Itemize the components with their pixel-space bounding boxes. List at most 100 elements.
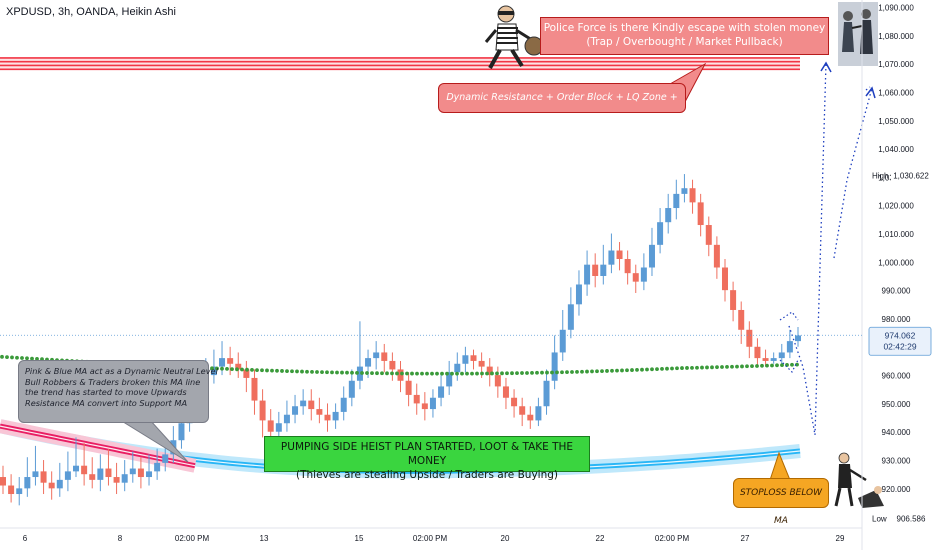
low-value: 906.586 <box>897 515 926 524</box>
green-ma-dot <box>610 368 614 373</box>
green-ma-dot <box>690 365 694 370</box>
green-ma-dot <box>285 369 289 374</box>
candle-body <box>600 264 607 276</box>
green-ma-dot <box>755 364 759 368</box>
green-ma-dot <box>425 371 429 376</box>
candle-body <box>283 414 290 424</box>
green-ma-dot <box>495 371 499 376</box>
green-ma-dot <box>575 369 579 374</box>
green-ma-dot <box>670 366 674 371</box>
x-tick-label: 22 <box>596 534 605 543</box>
green-ma-dot <box>435 371 439 376</box>
green-ma-dot <box>765 363 769 368</box>
green-ma-dot <box>620 368 624 373</box>
green-ma-dot <box>405 371 409 376</box>
y-tick-label: 1,000.000 <box>878 258 914 267</box>
candle-body <box>324 414 331 421</box>
x-tick-label: 6 <box>23 534 28 543</box>
green-ma-dot <box>510 371 514 376</box>
candle-body <box>624 259 631 274</box>
green-ma-dot <box>750 364 754 369</box>
candle-body <box>762 358 769 361</box>
candle-body <box>105 468 112 478</box>
green-ma-dot <box>25 356 29 361</box>
candle-body <box>16 488 23 495</box>
candle-body <box>397 369 404 381</box>
green-ma-dot <box>605 369 609 373</box>
green-ma-dot <box>245 367 249 372</box>
candle-body <box>713 244 720 268</box>
green-ma-dot <box>300 369 304 374</box>
green-ma-dot <box>705 365 709 370</box>
candle-body <box>527 414 534 421</box>
green-ma-dot <box>260 368 264 373</box>
green-ma-dot <box>640 367 644 372</box>
green-ma-dot <box>270 368 274 373</box>
green-ma-dot <box>430 371 434 376</box>
high-label: High <box>872 172 888 181</box>
green-ma-dot <box>225 367 229 371</box>
y-tick-label: 990.000 <box>882 287 911 296</box>
candle-body <box>665 208 672 223</box>
y-tick-label: 930.000 <box>882 457 911 466</box>
candle-body <box>519 406 526 415</box>
x-tick-label: 8 <box>118 534 123 543</box>
projection-path <box>865 86 871 91</box>
police-icon <box>838 2 878 66</box>
y-tick-label: 1,010.000 <box>878 230 914 239</box>
candle-body <box>275 423 282 432</box>
candle-body <box>154 462 161 472</box>
green-ma-dot <box>440 371 444 376</box>
candle-body <box>381 352 388 361</box>
green-ma-dot <box>685 366 689 370</box>
green-ma-dot <box>470 371 474 376</box>
candle-body <box>770 358 777 361</box>
pump-line1: PUMPING SIDE HEIST PLAN STARTED, LOOT & … <box>280 441 574 467</box>
pump-line2: (Thieves are stealing Upside / Traders a… <box>296 469 558 481</box>
green-ma-dot <box>360 371 364 375</box>
candle-body <box>210 366 217 376</box>
green-ma-dot <box>485 371 489 376</box>
candle-body <box>40 471 47 483</box>
green-ma-dot <box>715 365 719 370</box>
countdown-value: 02:42:29 <box>883 341 916 351</box>
candle-body <box>259 400 266 421</box>
x-tick-label: 13 <box>260 534 269 543</box>
candle-body <box>567 304 574 330</box>
candle-body <box>429 397 436 410</box>
candle-body <box>454 363 461 373</box>
candle-body <box>705 225 712 245</box>
candle-body <box>746 329 753 347</box>
candle-body <box>648 244 655 268</box>
green-ma-dot <box>475 371 479 376</box>
candle-body <box>543 380 550 407</box>
green-ma-dot <box>310 369 314 374</box>
green-ma-dot <box>20 356 24 360</box>
candle-body <box>584 264 591 285</box>
dynamic-resistance-callout: Dynamic Resistance + Order Block + LQ Zo… <box>438 83 686 131</box>
green-ma-dot <box>280 369 284 373</box>
green-ma-dot <box>775 363 779 368</box>
candle-body <box>446 372 453 387</box>
projection-path <box>788 62 827 436</box>
pumping-callout: PUMPING SIDE HEIST PLAN STARTED, LOOT & … <box>264 436 590 481</box>
green-ma-dot <box>555 370 559 375</box>
candle-body <box>559 329 566 353</box>
candle-body <box>56 479 63 489</box>
candle-body <box>754 346 761 359</box>
y-tick-label: 1,060.000 <box>878 88 914 97</box>
stoploss-callout: STOPLOSS BELOW MA <box>733 478 829 526</box>
green-ma-dot <box>615 368 619 373</box>
green-ma-dot <box>315 370 319 374</box>
candle-body <box>730 290 737 310</box>
candle-body <box>721 267 728 291</box>
green-ma-dot <box>455 371 459 376</box>
candle-body <box>89 474 96 480</box>
candle-body <box>786 341 793 353</box>
candle-body <box>405 380 412 395</box>
high-value-bg <box>891 169 931 182</box>
green-ma-dot <box>420 371 424 376</box>
green-ma-dot <box>520 371 524 375</box>
y-tick-label: 980.000 <box>882 315 911 324</box>
green-ma-dot <box>600 369 604 374</box>
